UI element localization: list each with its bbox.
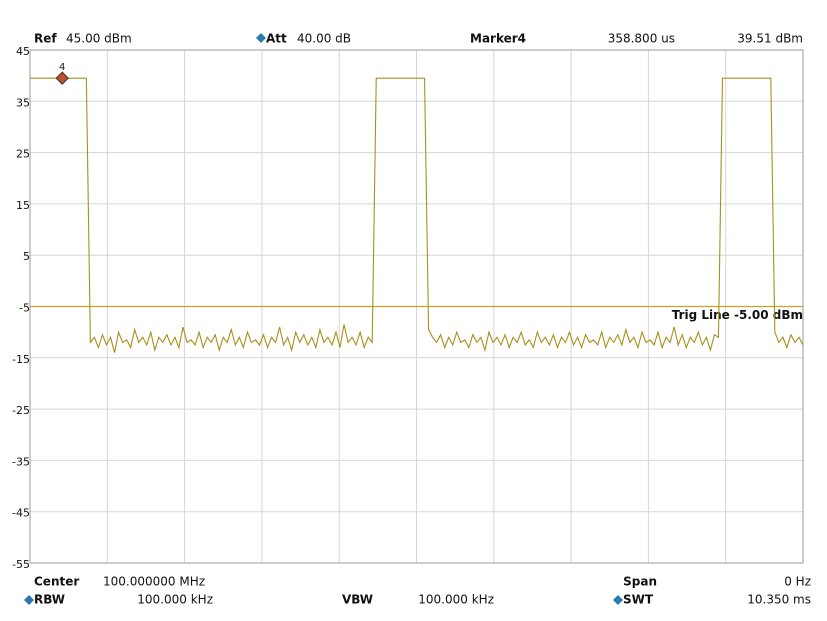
y-tick-label: -45 <box>12 507 30 520</box>
marker-level: 39.51 dBm <box>737 32 803 46</box>
rbw-label: RBW <box>34 593 65 607</box>
diamond-icon <box>613 595 623 605</box>
y-tick-label: 15 <box>16 199 30 212</box>
marker-label: Marker4 <box>470 32 526 46</box>
att-label: Att <box>266 32 287 46</box>
att-value: 40.00 dB <box>297 32 351 46</box>
center-value: 100.000000 MHz <box>103 575 205 589</box>
y-tick-label: 25 <box>16 148 30 161</box>
span-label: Span <box>623 575 657 589</box>
y-tick-label: -35 <box>12 455 30 468</box>
diamond-icon <box>24 595 34 605</box>
y-tick-label: -55 <box>12 558 30 571</box>
y-tick-label: 5 <box>23 250 30 263</box>
vbw-value: 100.000 kHz <box>418 593 494 607</box>
marker-time: 358.800 us <box>608 32 675 46</box>
y-tick-label: -25 <box>12 404 30 417</box>
swt-label: SWT <box>623 593 654 607</box>
trace <box>30 77 804 353</box>
rbw-value: 100.000 kHz <box>137 593 213 607</box>
center-label: Center <box>34 575 79 589</box>
ref-value: 45.00 dBm <box>66 32 132 46</box>
marker <box>55 71 69 85</box>
ref-label: Ref <box>34 32 57 46</box>
span-value: 0 Hz <box>784 575 811 589</box>
y-tick-label: 45 <box>16 45 30 58</box>
y-tick-label: -15 <box>12 353 30 366</box>
trig-line-label: Trig Line -5.00 dBm <box>672 308 803 322</box>
y-tick-label: 35 <box>16 96 30 109</box>
marker-label: 4 <box>59 62 65 73</box>
diamond-icon <box>256 33 266 43</box>
vbw-label: VBW <box>342 593 373 607</box>
swt-value: 10.350 ms <box>747 593 811 607</box>
y-tick-label: -5 <box>19 302 30 315</box>
